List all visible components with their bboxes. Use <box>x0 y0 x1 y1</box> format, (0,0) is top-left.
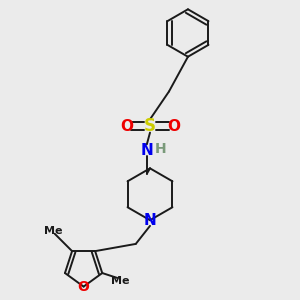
Text: Me: Me <box>111 276 130 286</box>
Text: N: N <box>144 213 156 228</box>
Text: H: H <box>154 142 166 156</box>
Text: O: O <box>78 280 89 294</box>
Text: O: O <box>167 119 180 134</box>
Text: O: O <box>120 119 133 134</box>
Text: Me: Me <box>44 226 62 236</box>
Text: S: S <box>144 117 156 135</box>
Text: N: N <box>140 142 153 158</box>
